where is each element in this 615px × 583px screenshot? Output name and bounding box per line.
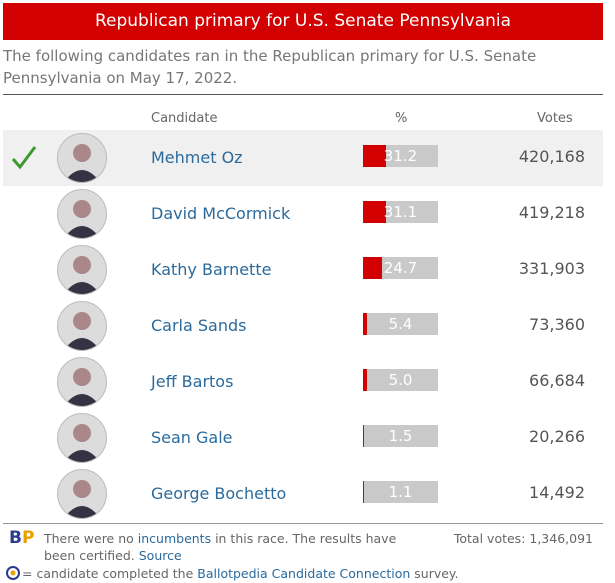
- candidate-row: David McCormick 31.1 419,218: [3, 186, 603, 242]
- percent-label: 5.0: [388, 371, 413, 389]
- total-votes: Total votes: 1,346,091: [453, 531, 593, 546]
- photo-silhouette: [64, 424, 100, 462]
- percent-bar: 1.1: [363, 481, 438, 503]
- body: [64, 450, 100, 462]
- percent-fill: [363, 201, 387, 223]
- percent-bar: 5.0: [363, 369, 438, 391]
- percent-bar: 5.4: [363, 313, 438, 335]
- candidate-name[interactable]: Jeff Bartos: [151, 372, 234, 391]
- candidate-name[interactable]: George Bochetto: [151, 484, 287, 503]
- percent-bar: 24.7: [363, 257, 438, 279]
- body: [64, 338, 100, 350]
- head: [73, 424, 91, 442]
- text: = candidate completed the: [22, 566, 198, 581]
- percent-bar: 31.1: [363, 201, 438, 223]
- body: [64, 506, 100, 518]
- check-path: [11, 146, 37, 170]
- candidate-row: Sean Gale 1.5 20,266: [3, 410, 603, 466]
- candidate-name[interactable]: Carla Sands: [151, 316, 247, 335]
- head: [73, 200, 91, 218]
- votes: 73,360: [529, 315, 585, 334]
- text: There were no: [44, 531, 138, 546]
- votes: 420,168: [518, 147, 585, 166]
- percent-fill: [363, 257, 382, 279]
- header-title: Republican primary for U.S. Senate Penns…: [3, 3, 603, 40]
- candidate-photo: [57, 357, 107, 407]
- logo-letter: P: [21, 528, 35, 548]
- percent-bar: 31.2: [363, 145, 438, 167]
- percent-fill: [363, 481, 364, 503]
- percent-label: 24.7: [383, 259, 418, 277]
- logo-letter: B: [9, 528, 22, 548]
- body: [64, 226, 100, 238]
- candidate-row: Kathy Barnette 24.7 331,903: [3, 242, 603, 298]
- column-header: Candidate: [151, 111, 218, 126]
- candidate-photo: [57, 413, 107, 463]
- candidate-row: Jeff Bartos 5.0 66,684: [3, 354, 603, 410]
- votes: 14,492: [529, 483, 585, 502]
- percent-bar: 1.5: [363, 425, 438, 447]
- cc-icon: [6, 566, 20, 580]
- percent-label: 1.1: [388, 483, 413, 501]
- body: [64, 170, 100, 182]
- percent-label: 31.1: [383, 203, 418, 221]
- votes: 20,266: [529, 427, 585, 446]
- link[interactable]: Source: [138, 548, 182, 563]
- photo-silhouette: [64, 200, 100, 238]
- candidate-photo: [57, 301, 107, 351]
- footer-legend: = candidate completed the Ballotpedia Ca…: [22, 565, 582, 582]
- head: [73, 480, 91, 498]
- candidate-row: Carla Sands 5.4 73,360: [3, 298, 603, 354]
- percent-fill: [363, 369, 367, 391]
- body: [64, 394, 100, 406]
- photo-silhouette: [64, 480, 100, 518]
- candidate-name[interactable]: Sean Gale: [151, 428, 233, 447]
- link[interactable]: incumbents: [137, 531, 212, 546]
- head: [73, 368, 91, 386]
- candidate-photo: [57, 189, 107, 239]
- candidate-photo: [57, 245, 107, 295]
- candidate-photo: [57, 469, 107, 519]
- candidate-name[interactable]: Mehmet Oz: [151, 148, 243, 167]
- divider: [3, 94, 603, 95]
- percent-fill: [363, 145, 387, 167]
- logo: BP: [9, 528, 34, 548]
- candidate-photo: [57, 133, 107, 183]
- votes: 419,218: [518, 203, 585, 222]
- divider: [3, 523, 603, 524]
- text: survey.: [410, 566, 459, 581]
- percent-fill: [363, 313, 368, 335]
- footer-note: There were no incumbents in this race. T…: [44, 530, 424, 564]
- percent-fill: [363, 425, 365, 447]
- candidate-name[interactable]: Kathy Barnette: [151, 260, 272, 279]
- head: [73, 144, 91, 162]
- photo-silhouette: [64, 312, 100, 350]
- photo-silhouette: [64, 256, 100, 294]
- intro-text: The following candidates ran in the Repu…: [3, 47, 537, 87]
- head: [73, 312, 91, 330]
- percent-label: 1.5: [388, 427, 413, 445]
- column-header: %: [395, 111, 408, 126]
- candidate-row: Mehmet Oz 31.2 420,168: [3, 130, 603, 186]
- column-header: Votes: [537, 111, 573, 126]
- percent-label: 5.4: [388, 315, 413, 333]
- winner-check: [11, 146, 37, 170]
- text: in this race. The results have been cert…: [44, 531, 397, 563]
- votes: 331,903: [518, 259, 585, 278]
- candidate-name[interactable]: David McCormick: [151, 204, 291, 223]
- body: [64, 282, 100, 294]
- photo-silhouette: [64, 144, 100, 182]
- link[interactable]: Ballotpedia Candidate Connection: [197, 566, 411, 581]
- photo-silhouette: [64, 368, 100, 406]
- candidate-row: George Bochetto 1.1 14,492: [3, 466, 603, 522]
- head: [73, 256, 91, 274]
- votes: 66,684: [529, 371, 585, 390]
- percent-label: 31.2: [383, 147, 418, 165]
